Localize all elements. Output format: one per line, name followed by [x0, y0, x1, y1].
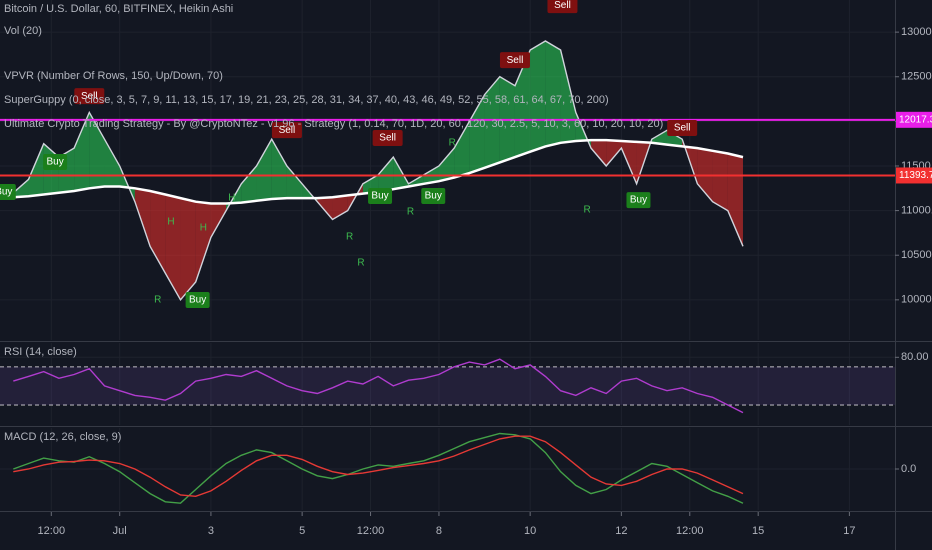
signal-label: Sell — [507, 55, 524, 66]
ribbon-segment — [256, 139, 272, 201]
lines-layer — [0, 40, 895, 504]
signal-box — [0, 184, 16, 201]
signal-label: Sell — [81, 91, 98, 102]
signal-box — [372, 130, 403, 147]
ribbon-segment — [378, 157, 394, 192]
price-label: 12017.3 — [899, 114, 932, 125]
ribbon-segment — [530, 41, 546, 152]
x-tick-label: 12 — [615, 525, 627, 537]
ribbon-segment — [195, 201, 211, 282]
legend-line: SuperGuppy (0, close, 3, 5, 7, 9, 11, 13… — [4, 94, 609, 106]
signal-box — [667, 120, 698, 137]
signal-label: H — [167, 217, 174, 228]
y-tick-label: 10500.0 — [901, 249, 932, 261]
legend-title: MACD (12, 26, close, 9) — [4, 431, 121, 443]
ribbon-segment — [469, 94, 485, 174]
signal-box — [499, 52, 530, 69]
signal-label: Buy — [630, 195, 647, 206]
signal-label: R — [154, 295, 161, 306]
ribbon-segment — [514, 49, 531, 158]
x-tick-label: 12:00 — [38, 525, 66, 537]
ribbon-segment — [13, 179, 29, 198]
x-tick-label: 3 — [208, 525, 214, 537]
ribbon-segment — [712, 150, 728, 211]
signal-label: Buy — [0, 187, 12, 198]
price-label-box — [896, 167, 932, 184]
ribbon-segment — [271, 139, 287, 200]
x-tick-label: 17 — [843, 525, 855, 537]
signal-box — [421, 188, 446, 205]
ribbon-segment — [180, 198, 196, 300]
ribbon-segment — [165, 194, 181, 300]
ribbon-segment — [651, 130, 667, 145]
signal-label: Sell — [379, 133, 396, 144]
signal-label: R — [357, 258, 364, 269]
y-tick-label: 0.0 — [901, 463, 916, 475]
signal-box — [271, 122, 302, 139]
y-tick-label: 12500.0 — [901, 71, 932, 83]
ribbon-segment — [454, 121, 470, 178]
y-tick-label: 10000.0 — [901, 294, 932, 306]
legend-line: Vol (20) — [4, 25, 42, 37]
series-line — [13, 432, 744, 504]
signal-box — [43, 154, 68, 171]
legend-title: Bitcoin / U.S. Dollar, 60, BITFINEX, Hei… — [4, 3, 233, 15]
signal-label: R — [346, 232, 353, 243]
x-tick-label: 10 — [524, 525, 536, 537]
y-tick-label: 11000.0 — [901, 205, 932, 217]
price-label-box — [896, 111, 932, 128]
signal-label: H — [228, 193, 235, 204]
signal-label: R — [584, 205, 591, 216]
ribbon-segment — [438, 148, 455, 182]
y-tick-label: 13000.0 — [901, 26, 932, 38]
signal-box — [547, 0, 578, 14]
ribbon-segment — [134, 188, 151, 247]
x-tick-label: Jul — [113, 525, 127, 537]
series-line — [13, 435, 744, 498]
series-line — [13, 358, 744, 414]
signal-box — [368, 188, 393, 205]
ribbon-segment — [210, 203, 227, 238]
x-tick-label: 12:00 — [357, 525, 385, 537]
x-tick-label: 12:00 — [676, 525, 704, 537]
ribbon-segment — [89, 112, 105, 189]
signal-label: Sell — [674, 123, 691, 134]
y-tick-label: 80.00 — [901, 351, 929, 363]
signal-label: R — [407, 207, 414, 218]
x-tick-label: 8 — [436, 525, 442, 537]
ribbon-segment — [286, 165, 303, 199]
signal-label: Sell — [279, 125, 296, 136]
ribbon-segment — [74, 112, 90, 191]
ribbon-segment — [727, 153, 743, 247]
legend-line: VPVR (Number Of Rows, 150, Up/Down, 70) — [4, 70, 223, 82]
labels-layer: 10000.010500.011000.011500.012000.012500… — [0, 0, 932, 537]
grid-layer — [0, 0, 899, 516]
ribbon-segment — [606, 140, 622, 166]
ribbon-segment — [332, 195, 348, 220]
signal-box — [185, 292, 210, 309]
legend-line: Ultimate Crypto Trading Strategy - By @C… — [4, 118, 663, 130]
signal-label: Buy — [189, 295, 206, 306]
signal-label: R — [449, 138, 456, 149]
signal-box — [626, 192, 651, 209]
signal-label: H — [200, 223, 207, 234]
signal-label: Buy — [425, 191, 442, 202]
band-fill — [0, 366, 895, 405]
x-tick-label: 5 — [299, 525, 305, 537]
x-tick-label: 15 — [752, 525, 764, 537]
signal-label: Buy — [46, 157, 63, 168]
ribbon-segment — [484, 76, 500, 168]
ribbon-segment — [28, 143, 44, 197]
legend-title: RSI (14, close) — [4, 346, 77, 358]
signal-label: Buy — [371, 191, 388, 202]
signal-box — [74, 88, 105, 105]
ribbon-segment — [317, 197, 333, 220]
signal-label: Sell — [554, 0, 571, 11]
ribbon-segment — [590, 140, 607, 166]
price-label: 11393.7 — [899, 170, 932, 181]
